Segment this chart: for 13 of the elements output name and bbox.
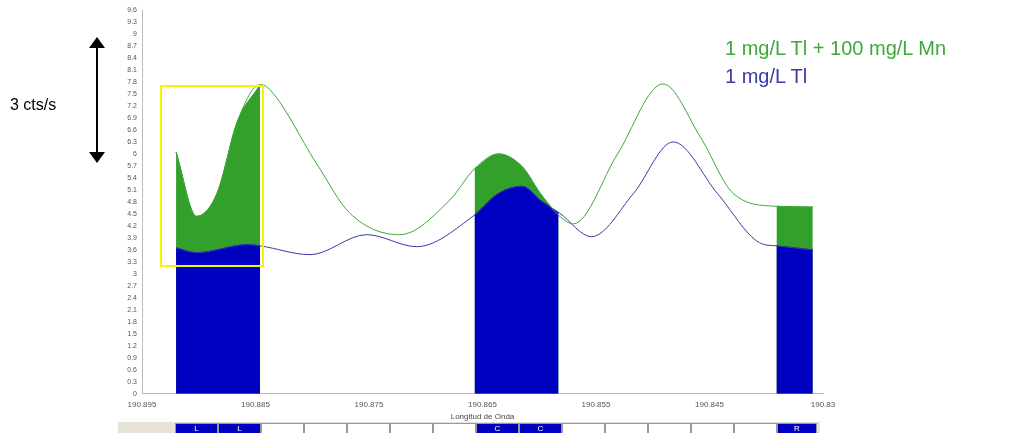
text: 3 cts/s (10, 96, 57, 114)
x-tick-label: 190.83 (810, 399, 836, 409)
x-tick-label: 190.875 (354, 399, 385, 409)
window-strip: L L C C R (118, 422, 820, 433)
text: 1 mg/L Tl (725, 64, 809, 89)
x-axis-title: Longitud de Onda (450, 412, 515, 422)
text: 1 mg/L Tl + 100 mg/L Mn (725, 36, 947, 61)
x-tick-label: 190.855 (581, 399, 612, 409)
x-tick-label: 190.845 (695, 399, 725, 409)
x-tick-label: 190.895 (127, 399, 158, 409)
line-series (175, 141, 814, 256)
x-tick-label: 190.885 (241, 399, 271, 409)
x-tick-label: 190.865 (468, 399, 498, 409)
